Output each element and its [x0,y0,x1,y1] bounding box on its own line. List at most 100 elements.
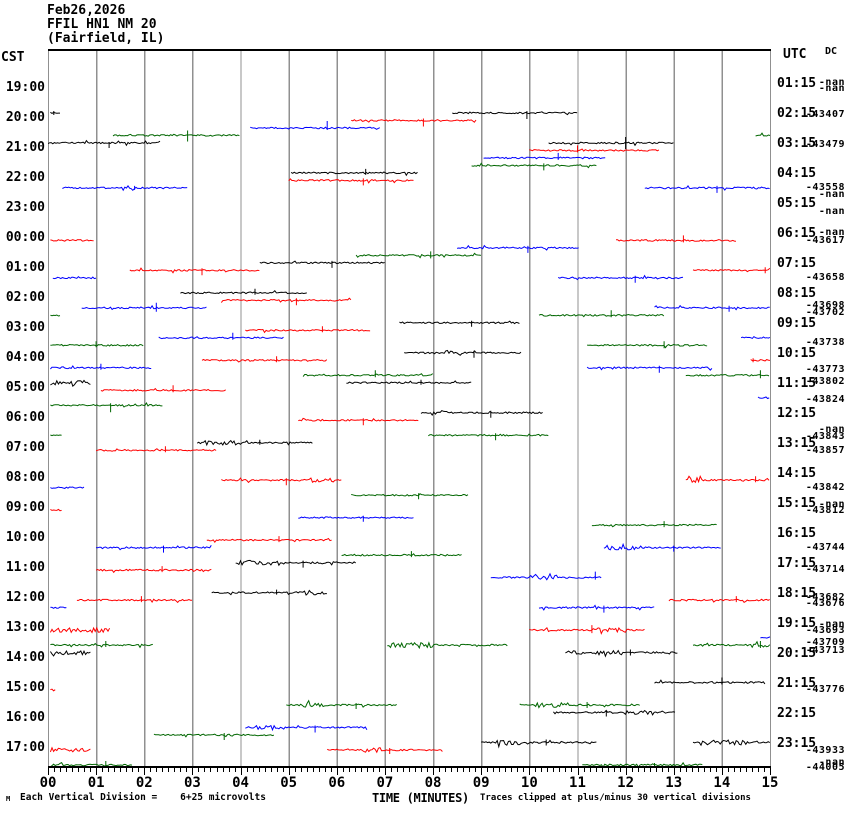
left-axis-header: CST [1,50,25,65]
dc-offset-value: -43738 [805,337,845,348]
x-axis-tick [156,768,158,772]
cst-hour-label: 01:00 [5,260,45,275]
x-axis-tick [625,768,627,775]
trace-segment [760,636,771,639]
trace-segment [456,244,579,253]
scale-glyph: M [6,795,11,803]
utc-hour-label: 06:15 [777,226,817,241]
trace-segment [740,335,771,340]
trace-segment [616,235,737,243]
x-axis-tick [433,768,435,775]
x-axis-tick [655,768,657,772]
trace-segment [62,185,188,192]
trace-segment [286,699,397,709]
x-axis-tick [210,768,212,772]
trace-segment [603,542,721,552]
dc-offset-value: -nan [818,189,845,200]
x-axis-tick [547,768,549,772]
x-axis-tick [758,768,759,772]
trace-segment [668,596,770,603]
x-axis-tick [595,768,597,772]
dc-offset-value: -43843 [805,431,845,442]
x-axis-tick [721,768,723,775]
dc-offset-value: -nan [818,619,845,630]
x-axis-tick-label: 15 [761,775,779,791]
trace-segment [404,349,522,358]
trace-segment [288,178,414,186]
x-axis-tick [493,768,495,772]
cst-hour-label: 21:00 [5,140,45,155]
x-axis-tick [366,768,368,772]
trace-segment [420,410,543,418]
cst-hour-label: 05:00 [5,380,45,395]
x-axis-tick [715,768,717,772]
trace-segment [50,239,94,242]
clip-note: Traces clipped at plus/minus 30 vertical… [480,793,751,803]
trace-segment [129,267,260,276]
dc-offset-value: -43407 [805,109,845,120]
x-axis-tick [48,768,49,775]
x-axis-tick [619,768,621,772]
trace-segment [49,746,91,753]
utc-hour-label: 18:15 [777,586,817,601]
dc-offset-value: -43693 [805,625,845,636]
x-axis-tick [403,768,404,772]
utc-hour-label: 11:15 [777,376,817,391]
cst-hour-label: 14:00 [5,650,45,665]
x-axis-tick [318,768,320,772]
x-axis-tick [270,768,272,772]
dc-offset-value: -43558 [805,182,845,193]
x-axis-tick [415,768,416,772]
x-axis-tick [78,768,80,772]
trace-segment [346,379,472,385]
cst-hour-label: 03:00 [5,320,45,335]
x-axis-tick-label: 05 [280,775,298,791]
trace-segment [100,385,226,393]
trace-segment [591,521,717,528]
x-axis-tick [306,768,308,772]
trace-segment [692,267,771,274]
x-axis-tick [120,768,122,772]
x-axis-tick-label: 11 [569,775,586,791]
trace-segment [529,625,645,635]
x-axis-tick [114,768,116,772]
trace-segment [654,304,770,312]
trace-segment [644,185,770,193]
trace-segment [685,474,770,484]
trace-segment [50,363,152,370]
x-axis-tick [372,768,374,772]
x-axis-tick [439,768,441,772]
trace-segment [538,310,665,318]
trace-segment [221,477,342,486]
utc-hour-label: 13:15 [777,436,817,451]
x-axis-tick [144,768,146,775]
trace-segment [757,396,770,400]
x-axis-tick [541,768,543,772]
x-axis-tick [499,768,501,772]
x-axis-tick [709,768,711,772]
x-axis-tick [667,768,669,772]
x-axis-tick [384,768,386,775]
trace-segment [481,739,597,749]
trace-segment [538,604,655,613]
x-axis-tick [523,768,525,772]
x-axis-tick-label: 12 [617,775,635,791]
trace-segment [95,566,212,574]
dc-offset-value: -43617 [805,235,845,246]
x-axis-tick [126,768,128,772]
trace-segment [259,260,385,268]
trace-segment [553,709,676,717]
utc-hour-label: 08:15 [777,286,817,301]
x-axis-tick [222,768,224,772]
x-axis-tick [354,768,356,772]
x-axis-tick [180,768,182,772]
cst-hour-label: 12:00 [5,590,45,605]
x-axis-tick [589,768,591,772]
x-axis-tick [727,768,729,772]
trace-segment [298,417,419,426]
cst-hour-label: 02:00 [5,290,45,305]
trace-segment [220,297,352,306]
trace-segment [529,145,660,153]
trace-segment [692,640,771,649]
trace-segment [158,332,284,340]
